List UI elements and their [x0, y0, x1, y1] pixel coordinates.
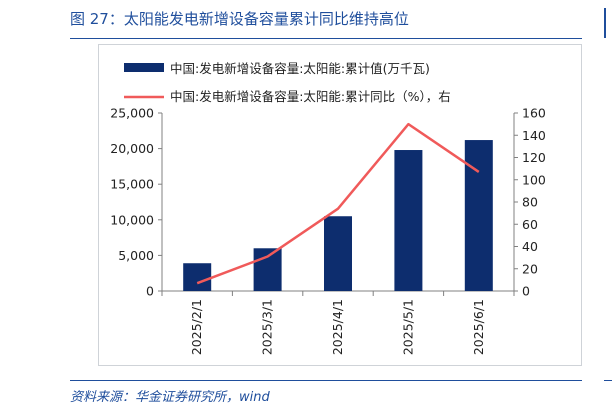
legend-label-bars: 中国:发电新增设备容量:太阳能:累计值(万千瓦): [170, 61, 430, 76]
line-series: [196, 122, 480, 285]
x-tick-label: 2025/6/1: [471, 299, 486, 355]
right-tick-label: 120: [522, 150, 546, 165]
right-tick-label: 80: [522, 195, 538, 210]
right-tick-label: 160: [522, 106, 546, 121]
left-tick-label: 25,000: [110, 106, 154, 121]
legend-label-line: 中国:发电新增设备容量:太阳能:累计同比（%），右: [170, 89, 451, 104]
bar: [394, 150, 423, 291]
left-tick-label: 15,000: [110, 177, 154, 192]
chart-frame: [98, 44, 582, 366]
axes: 0 5,000 10,000 15,000 20,000 25,000 0 20 40 60 80 1…: [110, 106, 546, 356]
right-tick-label: 40: [522, 239, 538, 254]
x-tick-label: 2025/4/1: [330, 299, 345, 355]
legend-swatch-bars: [124, 63, 164, 72]
left-tick-label: 20,000: [110, 141, 154, 156]
x-tick-label: 2025/2/1: [189, 299, 204, 355]
bar: [464, 140, 493, 291]
source-note: 资料来源：华金证券研究所，wind: [70, 390, 270, 405]
bar: [253, 248, 282, 291]
right-tick-label: 100: [522, 172, 546, 187]
right-tick-label: 0: [522, 284, 530, 299]
bar-series: [183, 140, 493, 291]
left-tick-label: 10,000: [110, 212, 154, 227]
right-tick-label: 140: [522, 128, 546, 143]
x-tick-label: 2025/3/1: [260, 299, 275, 355]
title-divider: [70, 38, 582, 39]
side-divider-bottom: [604, 380, 612, 381]
bar: [183, 263, 212, 291]
side-divider: [604, 8, 606, 38]
left-tick-label: 5,000: [118, 248, 154, 263]
bar: [324, 216, 352, 291]
right-tick-label: 20: [522, 261, 538, 276]
x-tick-label: 2025/5/1: [400, 299, 415, 355]
source-divider: [70, 380, 582, 381]
right-tick-label: 60: [522, 217, 538, 232]
figure-title: 图 27：太阳能发电新增设备容量累计同比维持高位: [70, 10, 409, 28]
legend: 中国:发电新增设备容量:太阳能:累计值(万千瓦) 中国:发电新增设备容量:太阳能…: [124, 61, 451, 104]
left-tick-label: 0: [146, 284, 154, 299]
